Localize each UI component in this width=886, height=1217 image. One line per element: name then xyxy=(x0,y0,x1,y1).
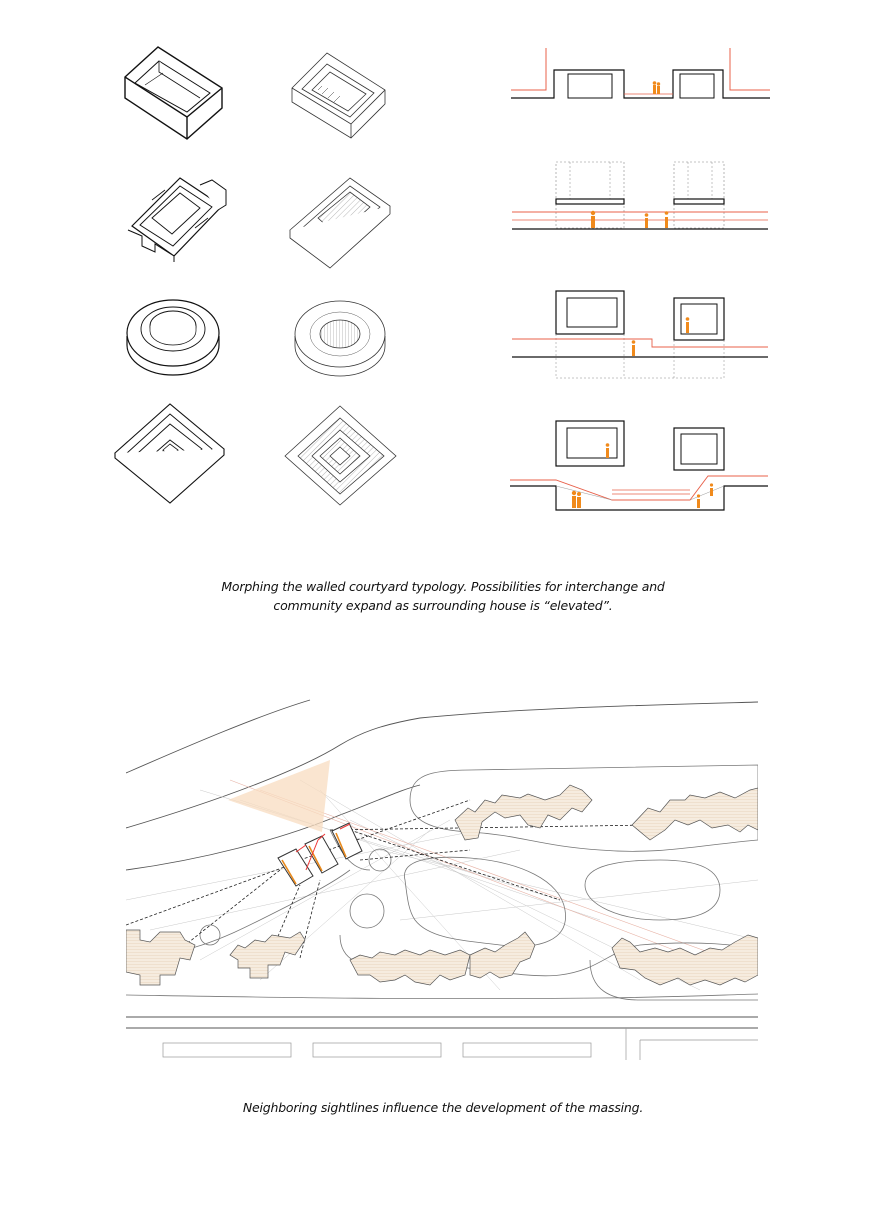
road-lines xyxy=(126,699,758,1029)
axon-cross-bold xyxy=(127,177,227,262)
proposed-massing xyxy=(277,822,363,887)
section-row2 xyxy=(512,161,768,230)
section-row3 xyxy=(512,290,768,379)
courtyard-typology-figure xyxy=(0,0,886,540)
axon-ring-bold xyxy=(126,299,220,376)
axon-walled-light xyxy=(291,52,386,139)
bottom-lots xyxy=(162,1028,758,1060)
site-plan-figure xyxy=(0,690,886,1070)
axon-cross-light xyxy=(289,177,391,269)
section-row1 xyxy=(511,48,770,99)
axon-stepped-light xyxy=(284,405,397,506)
axon-walled-bold xyxy=(124,46,223,140)
top-caption-line1: Morphing the walled courtyard typology. … xyxy=(221,579,665,594)
top-caption: Morphing the walled courtyard typology. … xyxy=(0,577,886,615)
site-plan-caption: Neighboring sightlines influence the dev… xyxy=(242,1100,644,1115)
view-cone xyxy=(228,760,330,832)
top-caption-line2: community expand as surrounding house is… xyxy=(273,598,613,613)
site-plan-svg xyxy=(126,699,758,1060)
neighbor-buildings xyxy=(126,784,758,986)
dashed-sightlines xyxy=(126,799,651,966)
courtyard-typology-svg xyxy=(114,46,770,511)
axon-stepped-bold xyxy=(114,403,225,504)
sightline-network xyxy=(126,779,758,991)
section-row4 xyxy=(510,420,768,511)
axon-ring-light xyxy=(294,300,386,377)
